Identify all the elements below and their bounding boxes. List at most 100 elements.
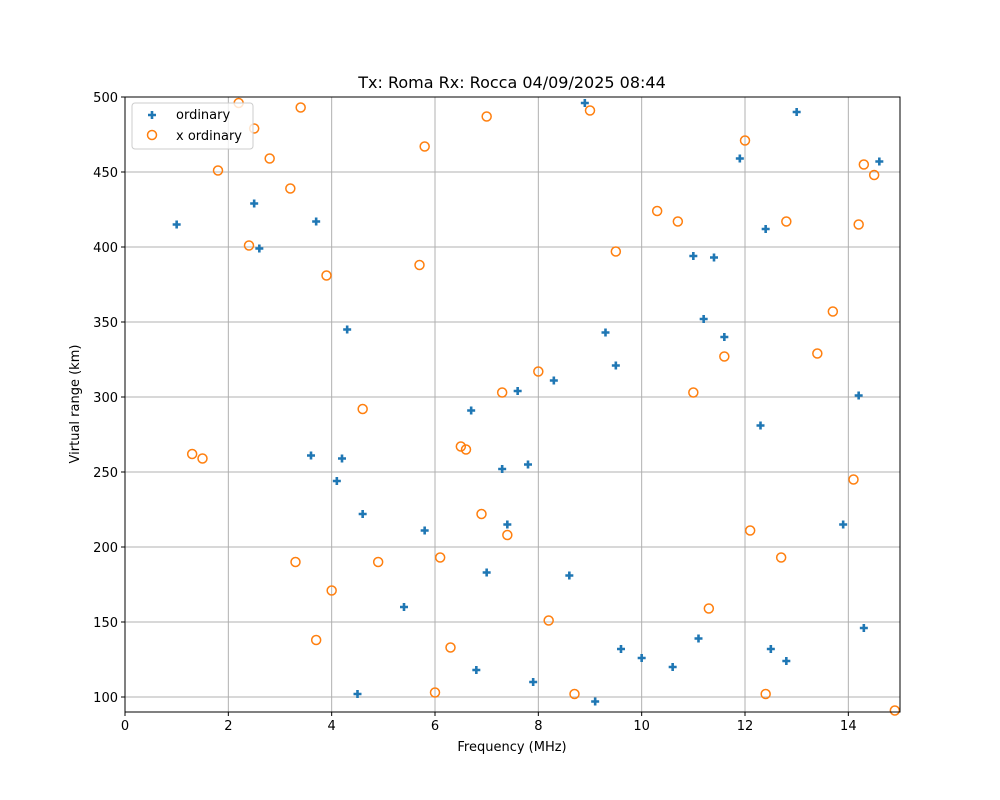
open-circle-marker-icon (285, 183, 296, 194)
plus-marker-icon (513, 387, 522, 395)
open-circle-marker-icon (321, 270, 332, 281)
open-circle-marker-icon (812, 348, 823, 359)
plus-marker-icon (611, 361, 620, 370)
open-circle-marker-icon (455, 441, 467, 452)
plus-marker-icon (859, 624, 868, 632)
plus-marker-icon (307, 451, 315, 460)
plus-marker-icon (735, 154, 744, 163)
x-axis-ticks: 0 2 4 6 8 10 12 14 (121, 712, 857, 734)
open-circle-marker-icon (357, 403, 368, 415)
open-circle-marker-icon (326, 585, 337, 596)
plus-marker-icon (580, 99, 589, 107)
plus-marker-icon (782, 657, 791, 665)
open-circle-marker-icon (584, 105, 596, 116)
open-circle-marker-icon (197, 453, 208, 464)
open-circle-marker-icon (264, 153, 275, 164)
open-circle-marker-icon (775, 552, 787, 563)
open-circle-marker-icon (848, 474, 859, 485)
plus-marker-icon (498, 465, 507, 473)
plus-marker-icon (761, 225, 770, 233)
open-circle-marker-icon (868, 169, 880, 181)
open-circle-marker-icon (719, 351, 730, 362)
plus-marker-icon (601, 328, 610, 337)
open-circle-marker-icon (703, 603, 715, 614)
plus-marker-icon (524, 460, 532, 469)
open-circle-marker-icon (533, 366, 544, 377)
open-circle-marker-icon (889, 705, 901, 716)
plus-marker-icon (338, 454, 346, 463)
open-circle-marker-icon (610, 246, 622, 257)
y-tick-label: 200 (93, 541, 118, 556)
x-tick-label: 0 (121, 719, 129, 734)
open-circle-marker-icon (760, 688, 771, 700)
plus-marker-icon (312, 217, 321, 226)
open-circle-marker-icon (429, 687, 441, 698)
open-circle-marker-icon (481, 111, 492, 122)
plus-marker-icon (400, 603, 408, 611)
plus-marker-icon (172, 220, 181, 229)
plus-marker-icon (358, 510, 367, 518)
open-circle-marker-icon (476, 508, 487, 520)
legend-label-ordinary: ordinary (176, 108, 230, 123)
open-circle-marker-icon (744, 525, 756, 536)
plus-marker-icon (255, 244, 264, 253)
x-tick-label: 4 (328, 719, 336, 734)
x-tick-label: 2 (224, 719, 232, 734)
y-tick-label: 500 (93, 91, 118, 106)
open-circle-marker-icon (186, 448, 198, 460)
open-circle-marker-icon (434, 552, 446, 563)
plus-marker-icon (792, 108, 801, 116)
open-circle-marker-icon (827, 306, 839, 317)
y-axis-ticks: 100 150 200 250 300 350 400 450 500 (93, 91, 125, 706)
x-tick-label: 14 (840, 719, 857, 734)
y-axis-label: Virtual range (km) (68, 345, 83, 464)
open-circle-marker-icon (445, 642, 456, 653)
grid-lines (124, 96, 900, 712)
plus-marker-icon (332, 477, 341, 485)
y-tick-label: 100 (93, 691, 118, 706)
plus-marker-icon (637, 654, 646, 662)
open-circle-marker-icon (372, 556, 384, 568)
plus-marker-icon (591, 697, 600, 706)
y-tick-label: 250 (93, 466, 118, 481)
x-axis-label: Frequency (MHz) (457, 740, 566, 755)
plus-marker-icon (668, 663, 677, 671)
open-circle-marker-icon (295, 102, 306, 113)
plus-marker-icon (720, 333, 729, 341)
legend-box (131, 102, 254, 150)
plus-marker-icon (343, 325, 352, 334)
plus-marker-icon (353, 690, 362, 698)
open-circle-marker-icon (460, 444, 472, 455)
open-circle-marker-icon (651, 205, 663, 217)
plus-marker-icon (529, 678, 538, 686)
plus-marker-icon (482, 568, 491, 577)
open-circle-marker-icon (419, 141, 430, 152)
x-tick-label: 8 (534, 719, 542, 734)
open-circle-marker-icon (853, 219, 864, 230)
plus-marker-icon (875, 157, 884, 166)
y-tick-label: 350 (93, 316, 118, 331)
plus-marker-icon (710, 253, 718, 262)
plus-marker-icon (467, 406, 476, 415)
open-circle-marker-icon (212, 165, 224, 176)
open-circle-marker-icon (310, 634, 322, 646)
plus-marker-icon (565, 571, 574, 580)
plus-marker-icon (839, 520, 848, 529)
x-ordinary-series (186, 97, 901, 716)
plus-marker-icon (503, 520, 512, 529)
x-tick-label: 10 (633, 719, 650, 734)
open-circle-marker-icon (243, 240, 255, 251)
legend-label-x-ordinary: x ordinary (176, 129, 242, 144)
open-circle-marker-icon (739, 135, 751, 146)
y-tick-label: 450 (93, 166, 118, 181)
open-circle-marker-icon (290, 556, 301, 568)
open-circle-marker-icon (543, 615, 554, 626)
open-circle-marker-icon (781, 216, 792, 227)
open-circle-marker-icon (858, 159, 870, 170)
plus-marker-icon (549, 376, 558, 385)
plus-marker-icon (766, 645, 775, 653)
chart-title: Tx: Roma Rx: Rocca 04/09/2025 08:44 (357, 73, 666, 92)
x-tick-label: 6 (431, 719, 439, 734)
open-circle-marker-icon (496, 387, 508, 398)
